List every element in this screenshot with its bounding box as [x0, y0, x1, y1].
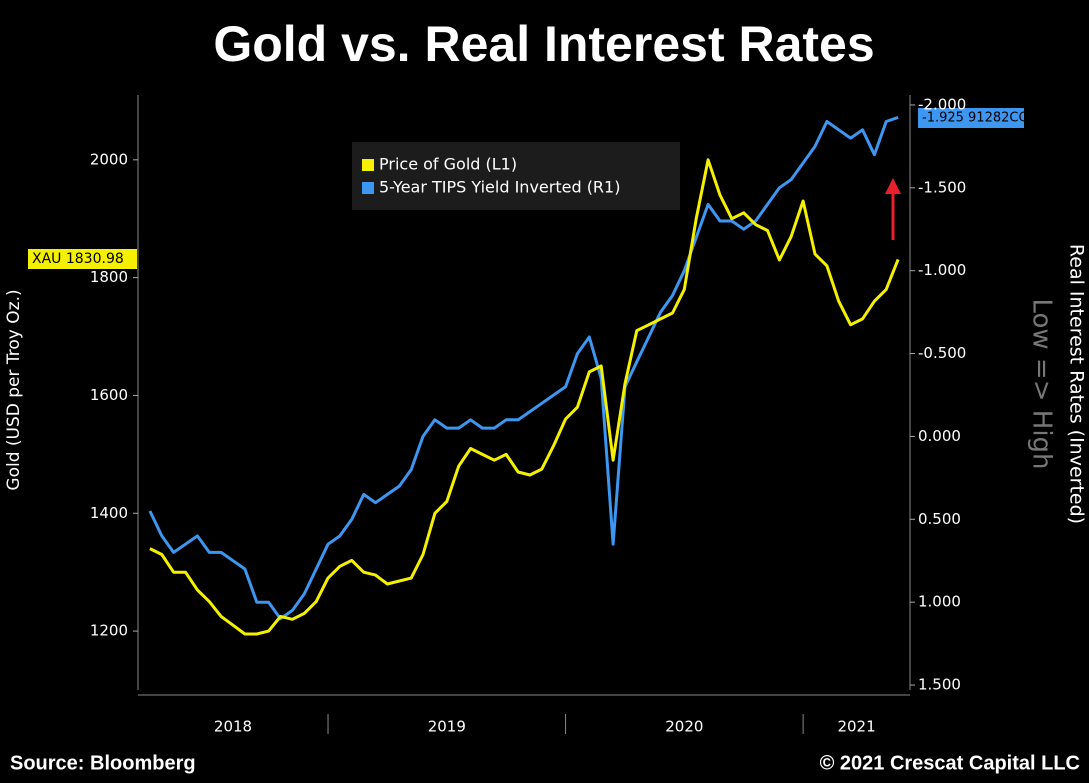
annotation-box: [28, 249, 137, 269]
y-axis-label: Gold (USD per Troy Oz.): [4, 289, 24, 490]
annotation: XAU 1830.98: [32, 251, 124, 267]
annotation-box: [918, 108, 1024, 128]
y2-tick-label: 0.000: [918, 427, 961, 445]
series-line: [149, 158, 900, 636]
y2-tick-label: 1.000: [918, 593, 961, 611]
x-tick-label: 2021: [837, 718, 875, 736]
copyright: © 2021 Crescat Capital LLC: [820, 752, 1080, 774]
source: Source: Bloomberg: [10, 752, 196, 774]
legend-swatch: [362, 182, 374, 194]
y-tick-label: 1800: [90, 268, 128, 286]
y2-tick-label: -1.500: [918, 178, 966, 196]
legend-box: [352, 142, 680, 210]
chart-title: Gold vs. Real Interest Rates: [213, 16, 874, 72]
y2-tick-label: 1.500: [918, 676, 961, 694]
y-tick-label: 1600: [90, 386, 128, 404]
series-line: [148, 115, 899, 621]
x-tick-label: 2020: [665, 718, 703, 736]
legend-swatch: [362, 159, 374, 171]
y2-tick-label: -1.000: [918, 261, 966, 279]
legend-label: 5-Year TIPS Yield Inverted (R1): [379, 178, 620, 197]
y-tick-label: 2000: [90, 150, 128, 168]
annotation: -1.925 91282CCA: [922, 111, 1037, 126]
y2-tick-label: -2.000: [918, 95, 966, 113]
arrow-head: [885, 178, 901, 194]
x-tick-label: 2018: [214, 718, 252, 736]
y2-axis-label: Real Interest Rates (Inverted): [1066, 244, 1088, 524]
y2-tick-label: 0.500: [918, 510, 961, 528]
y-tick-label: 1400: [90, 504, 128, 522]
y2-tick-label: -0.500: [918, 344, 966, 362]
annotation: Low => High: [1027, 298, 1057, 469]
y-tick-label: 1200: [90, 622, 128, 640]
legend-label: Price of Gold (L1): [379, 155, 517, 174]
x-tick-label: 2019: [428, 718, 466, 736]
